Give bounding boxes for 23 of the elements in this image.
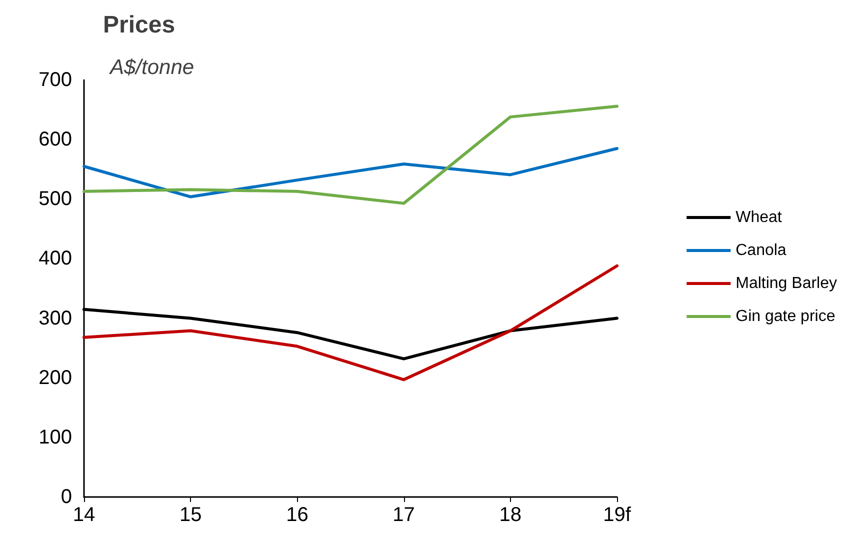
y-tick-label: 100	[38, 426, 72, 448]
chart-title: Prices	[103, 12, 176, 38]
legend-label: Wheat	[736, 209, 782, 226]
y-tick-label: 300	[38, 307, 72, 330]
x-tick-label: 19f	[603, 504, 632, 526]
y-tick-label: 0	[60, 486, 72, 508]
legend-label: Canola	[736, 242, 786, 259]
legend-label: Gin gate price	[736, 308, 836, 325]
x-tick-label: 18	[499, 504, 522, 526]
y-tick-label: 500	[38, 188, 72, 210]
y-tick-label: 600	[38, 128, 72, 151]
line-series	[82, 104, 618, 205]
y-tick-label: 400	[38, 248, 72, 270]
x-tick-label: 16	[286, 504, 308, 526]
x-tick-label: 14	[72, 504, 96, 526]
x-tick-label: 15	[179, 504, 202, 526]
chart-subtitle: A$/tonne	[108, 56, 194, 79]
y-tick-label: 700	[38, 69, 72, 91]
line-series	[82, 264, 618, 382]
y-tick-label: 200	[38, 366, 72, 389]
legend-label: Malting Barley	[736, 275, 837, 292]
line-series	[82, 147, 618, 198]
x-tick-label: 17	[392, 504, 415, 526]
